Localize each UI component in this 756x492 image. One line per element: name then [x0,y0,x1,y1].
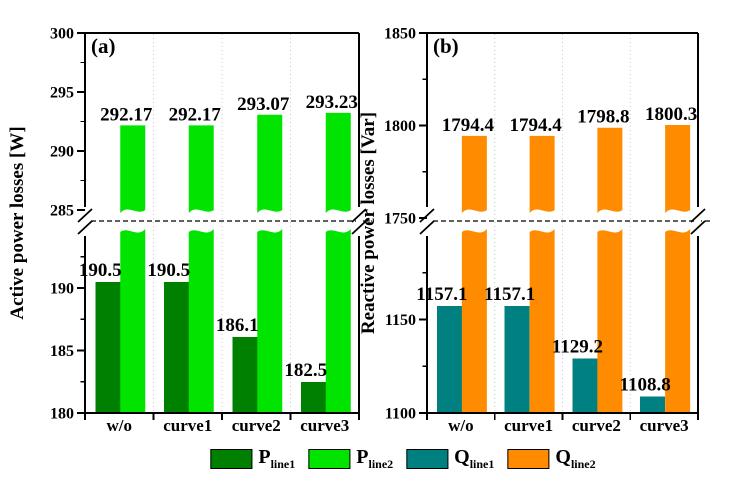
axis-break-slashes [77,208,93,235]
bar-Q_line2-curve2-lower [597,229,623,413]
legend-label-p-line2: Pline2 [356,446,394,471]
panel-tag: (a) [91,34,116,58]
y-tick-label: 300 [50,26,74,43]
y-axis-ticks: 285 290 295 300 180 185 190 [50,26,85,423]
y-tick-label: 1750 [384,211,416,228]
x-category-label: curve3 [300,416,349,435]
value-label-Q_line2-curve1: 1794.4 [510,115,563,136]
x-category-label: curve3 [640,416,689,435]
y-tick-label: 290 [50,144,74,161]
bar-Q_line1-curve1 [504,306,530,413]
bar-Q_line2-curve1-upper [529,135,555,213]
bars [436,124,691,413]
bar-P_line2-curve2-lower [257,229,283,413]
bar-P_line2-curve3-lower [325,229,351,413]
y-tick-label: 295 [50,85,74,102]
value-label-P_line2-curve1: 292.17 [169,104,222,125]
value-label-Q_line1-curve2: 1129.2 [552,336,603,357]
y-tick-label: 180 [50,406,74,423]
y-tick-label: 1150 [385,312,416,329]
value-label-Q_line1-w/o: 1157.1 [416,284,467,305]
axis-break-slashes [351,208,367,235]
axis-break-gap [82,207,88,236]
value-label-Q_line2-w/o: 1794.4 [442,115,495,136]
y-tick-label: 1850 [384,26,416,43]
bar-P_line1-curve2 [232,336,258,413]
bar-P_line2-curve1-lower [188,229,214,413]
bar-Q_line2-w/o-lower [461,229,487,413]
bar-P_line2-curve1-upper [188,125,214,213]
legend-swatch-p-line1 [210,449,253,469]
value-label-P_line2-w/o: 292.17 [100,104,153,125]
value-label-P_line2-curve2: 293.07 [237,94,290,115]
y-tick-label: 190 [50,281,74,298]
legend-swatch-q-line1 [406,449,449,469]
value-label-P_line1-curve1: 190.5 [147,260,190,281]
y-tick-label: 1100 [385,406,416,423]
legend-item-p-line2: Pline2 [308,446,393,472]
value-label-Q_line1-curve3: 1108.8 [620,375,671,396]
bar-P_line1-curve1 [163,281,189,413]
panel-b: 1750 1800 1850 1100 1150 w/o curve1 curve2 curve… [384,26,711,435]
x-category-label: curve1 [163,416,212,435]
x-axis: w/o curve1 curve2 curve3 [426,413,699,435]
legend-item-p-line1: Pline1 [210,446,295,472]
bar-Q_line2-curve3-upper [665,124,691,213]
value-label-Q_line2-curve3: 1800.3 [645,104,697,125]
y-axis-ticks: 1750 1800 1850 1100 1150 [384,26,427,423]
legend-swatch-q-line2 [507,449,550,469]
legend: Pline1 Pline2 Qline1 Qline2 [210,446,596,472]
x-axis: w/o curve1 curve2 curve3 [84,413,360,435]
y-tick-label: 285 [50,203,74,220]
axis-break-gap [424,207,430,236]
bar-Q_line2-w/o-upper [461,135,487,213]
value-label-P_line2-curve3: 293.23 [306,92,358,113]
bar-P_line2-curve3-upper [325,112,351,213]
legend-label-q-line2: Qline2 [555,446,596,471]
bar-P_line1-curve3 [300,381,326,413]
bar-Q_line2-curve3-lower [665,229,691,413]
legend-item-q-line2: Qline2 [507,446,596,472]
value-labels: 1157.1 1157.1 1129.2 1108.8 1794.4 1794.4 1798… [416,104,697,396]
axis-break-slashes [690,208,706,235]
bar-P_line2-curve2-upper [257,114,283,213]
legend-label-q-line1: Qline1 [454,446,495,471]
legend-item-q-line1: Qline1 [406,446,494,472]
value-label-P_line1-curve2: 186.1 [216,315,259,336]
y-tick-label: 185 [50,343,74,360]
bar-Q_line2-curve1-lower [529,229,555,413]
x-category-label: curve2 [572,416,621,435]
x-category-label: curve1 [504,416,553,435]
legend-swatch-p-line2 [308,449,351,469]
bar-Q_line1-curve2 [572,358,598,413]
panel-a: 285 290 295 300 180 185 190 w/o curve1 curve2 curv… [50,26,372,435]
bar-P_line2-w/o-upper [120,125,146,213]
bar-Q_line2-curve2-upper [597,127,623,213]
value-labels: 190.5 190.5 186.1 182.5 292.17 292.17 293.07 29… [79,92,358,381]
bar-P_line2-w/o-lower [120,229,146,413]
value-label-P_line1-w/o: 190.5 [79,260,122,281]
bar-Q_line1-curve3 [640,396,666,413]
bar-Q_line1-w/o [436,306,462,413]
axis-break-gap [356,207,362,236]
value-label-Q_line1-curve1: 1157.1 [484,284,535,305]
x-category-label: w/o [107,416,133,435]
x-category-label: w/o [448,416,474,435]
y-tick-label: 1800 [384,118,416,135]
panel-tag: (b) [433,34,459,58]
bar-P_line1-w/o [95,281,121,413]
axis-break-gap [695,207,701,236]
legend-label-p-line1: Pline1 [258,446,296,471]
value-label-Q_line2-curve2: 1798.8 [577,107,629,128]
bars [95,112,351,413]
x-category-label: curve2 [232,416,281,435]
axis-break-slashes [419,208,435,235]
value-label-P_line1-curve3: 182.5 [284,360,327,381]
